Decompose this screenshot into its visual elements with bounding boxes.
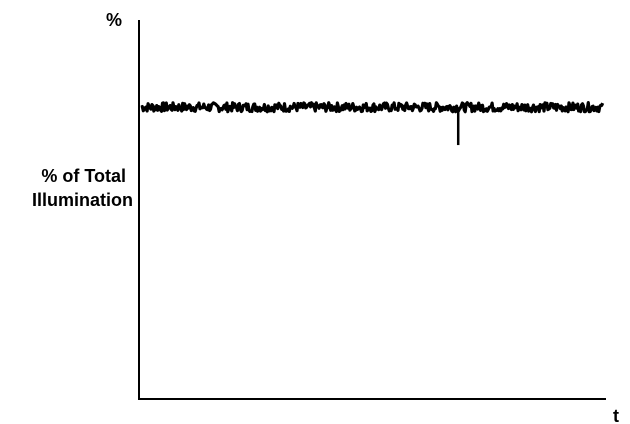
y-tick-label-line-1: % of Total [41, 166, 126, 186]
y-axis-label: % [106, 10, 122, 30]
y-tick-label-line-2: Illumination [32, 190, 133, 210]
x-axis-label: t [613, 406, 619, 424]
illumination-series-line [140, 100, 605, 114]
